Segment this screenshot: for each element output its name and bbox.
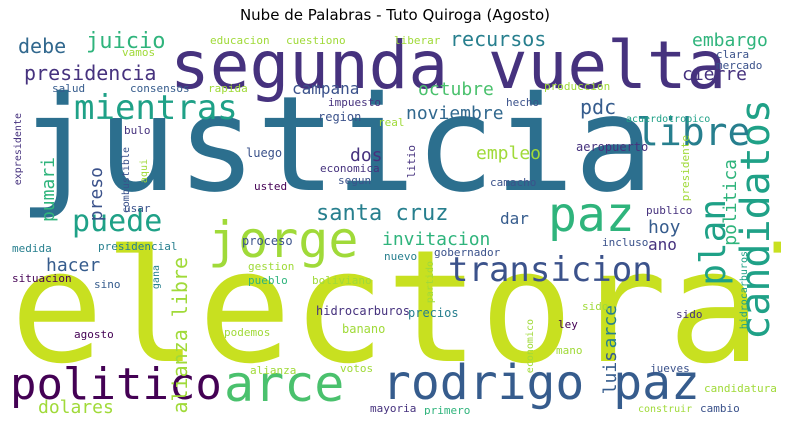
word-manana: cambio bbox=[700, 402, 740, 415]
word-medida: medida bbox=[12, 242, 52, 255]
word-justicia: justicia bbox=[18, 68, 654, 222]
word-economico: economico bbox=[525, 319, 536, 374]
word-situacion: situacion bbox=[12, 272, 72, 285]
word-acto: precios bbox=[408, 306, 459, 320]
word-santa-cruz: santa cruz bbox=[316, 201, 449, 226]
word-educacion: educacion bbox=[210, 34, 270, 47]
word-produccion: produccion bbox=[544, 80, 611, 93]
word-candidatura: jueves bbox=[650, 362, 690, 375]
word-ley: banano bbox=[342, 322, 386, 336]
word-camacho: camacho bbox=[490, 176, 537, 189]
word-real: real bbox=[378, 116, 405, 129]
word-octubre: octubre bbox=[418, 79, 494, 100]
word-ano: ano bbox=[648, 235, 677, 254]
word-gana: gana bbox=[151, 265, 162, 290]
word-campana: campana bbox=[292, 79, 360, 98]
word-mano: ley bbox=[558, 318, 578, 331]
word-consensos: consensos bbox=[130, 82, 190, 95]
word-aeropuerto: aeropuerto bbox=[576, 140, 649, 154]
word-partido: partido bbox=[425, 261, 436, 304]
word-politica: politica bbox=[720, 159, 741, 246]
word-incluso: incluso bbox=[602, 236, 649, 249]
word-usar: usar bbox=[124, 202, 151, 215]
word-liberar: liberar bbox=[394, 34, 441, 47]
word-cuestiono: cuestiono bbox=[286, 34, 346, 47]
word-impuesto: impuesto bbox=[328, 96, 381, 109]
word-region: region bbox=[318, 110, 362, 124]
word-mientras: mientras bbox=[74, 88, 238, 128]
word-aqui: aqui bbox=[139, 159, 150, 184]
word-rapida: rapida bbox=[208, 82, 248, 95]
word-noviembre: noviembre bbox=[406, 103, 504, 124]
word-vamos: vamos bbox=[122, 46, 156, 59]
word-bulo: bulo bbox=[124, 124, 151, 137]
word-presidencial: presidencial bbox=[98, 240, 178, 253]
word-rodrigo-paz: rodrigo paz bbox=[382, 355, 700, 411]
word-segun: segun bbox=[338, 174, 372, 187]
word-salud: salud bbox=[52, 82, 86, 95]
word-paz: paz bbox=[548, 187, 635, 243]
word-alianza-libre: dolares bbox=[38, 397, 114, 416]
word-agosto: sido bbox=[676, 308, 703, 321]
word-sino: sino bbox=[94, 278, 121, 291]
word-dos: dos bbox=[350, 145, 383, 166]
word-hidrocarburos: hidrocarburos bbox=[739, 251, 750, 330]
word-mayoria: candidatura bbox=[704, 382, 777, 395]
word-precios: hidrocarburos bbox=[316, 304, 410, 318]
word-dolares: alianza libre bbox=[168, 257, 192, 414]
word-votos: alianza bbox=[250, 364, 297, 377]
word-proceso: proceso bbox=[242, 234, 293, 248]
word-luis: luis bbox=[600, 351, 621, 395]
word-publico: publico bbox=[646, 204, 693, 217]
word-gestion: gestion bbox=[248, 260, 295, 273]
word-clara: clara bbox=[716, 48, 750, 61]
word-cambio: construir bbox=[638, 404, 693, 415]
word-recursos: recursos bbox=[450, 29, 547, 51]
word-juicio: juicio bbox=[86, 29, 166, 54]
word-jueves: votos bbox=[340, 362, 374, 375]
word-hoy: hoy bbox=[648, 217, 681, 238]
word-nuevo: nuevo bbox=[384, 250, 418, 263]
word-electoral: electoral bbox=[10, 216, 781, 398]
word-luego: luego bbox=[246, 146, 283, 160]
word-acuerdotropico: acuerdotropico bbox=[626, 114, 711, 125]
word-podemos: agosto bbox=[74, 328, 114, 341]
chart-title: Nube de Palabras - Tuto Quiroga (Agosto) bbox=[239, 6, 551, 24]
word-gobernador: gobernador bbox=[434, 246, 501, 259]
word-boliviano: boliviano bbox=[312, 274, 372, 287]
word-presidencia: presidencia bbox=[24, 61, 157, 85]
word-hecho: hecho bbox=[506, 96, 540, 109]
word-usted: usted bbox=[254, 180, 288, 193]
word-combustible: combustible bbox=[121, 147, 132, 214]
word-mercado: mercado bbox=[716, 59, 763, 72]
word-construir: primero bbox=[424, 404, 471, 415]
word-invitacion: invitacion bbox=[382, 229, 491, 250]
word-presidente: presidente bbox=[679, 135, 692, 202]
word-sido: sido bbox=[582, 300, 609, 313]
word-pdc: pdc bbox=[580, 95, 617, 119]
word-preso: preso bbox=[86, 167, 107, 222]
word-banano: podemos bbox=[224, 326, 271, 339]
word-debe: debe bbox=[18, 34, 67, 58]
word-puede: puede bbox=[72, 204, 163, 239]
word-segunda-vuelta: segunda vuelta bbox=[170, 29, 727, 104]
word-politico: politico bbox=[10, 359, 222, 410]
word-embargo: embargo bbox=[692, 30, 768, 51]
word-economica: economica bbox=[320, 162, 380, 175]
word-expresidente: expresidente bbox=[13, 113, 24, 186]
word-primero: mayoria bbox=[370, 402, 417, 415]
word-cierre: cierre bbox=[682, 64, 748, 85]
word-pumari: pumari bbox=[38, 157, 59, 223]
word-jorge: jorge bbox=[208, 211, 359, 269]
word-empleo: empleo bbox=[476, 143, 542, 164]
word-cloud: justicia electoral segunda vuelta jorge … bbox=[10, 29, 781, 415]
word-dar: dar bbox=[500, 209, 529, 228]
word-pueblo: pueblo bbox=[248, 274, 288, 287]
word-arce-large: arce bbox=[224, 355, 345, 413]
word-litio: litio bbox=[405, 145, 418, 179]
word-hacer: hacer bbox=[46, 255, 101, 276]
word-transicion: transicion bbox=[448, 250, 653, 290]
word-libre: libre bbox=[636, 110, 751, 154]
word-alianza: mano bbox=[556, 344, 583, 357]
